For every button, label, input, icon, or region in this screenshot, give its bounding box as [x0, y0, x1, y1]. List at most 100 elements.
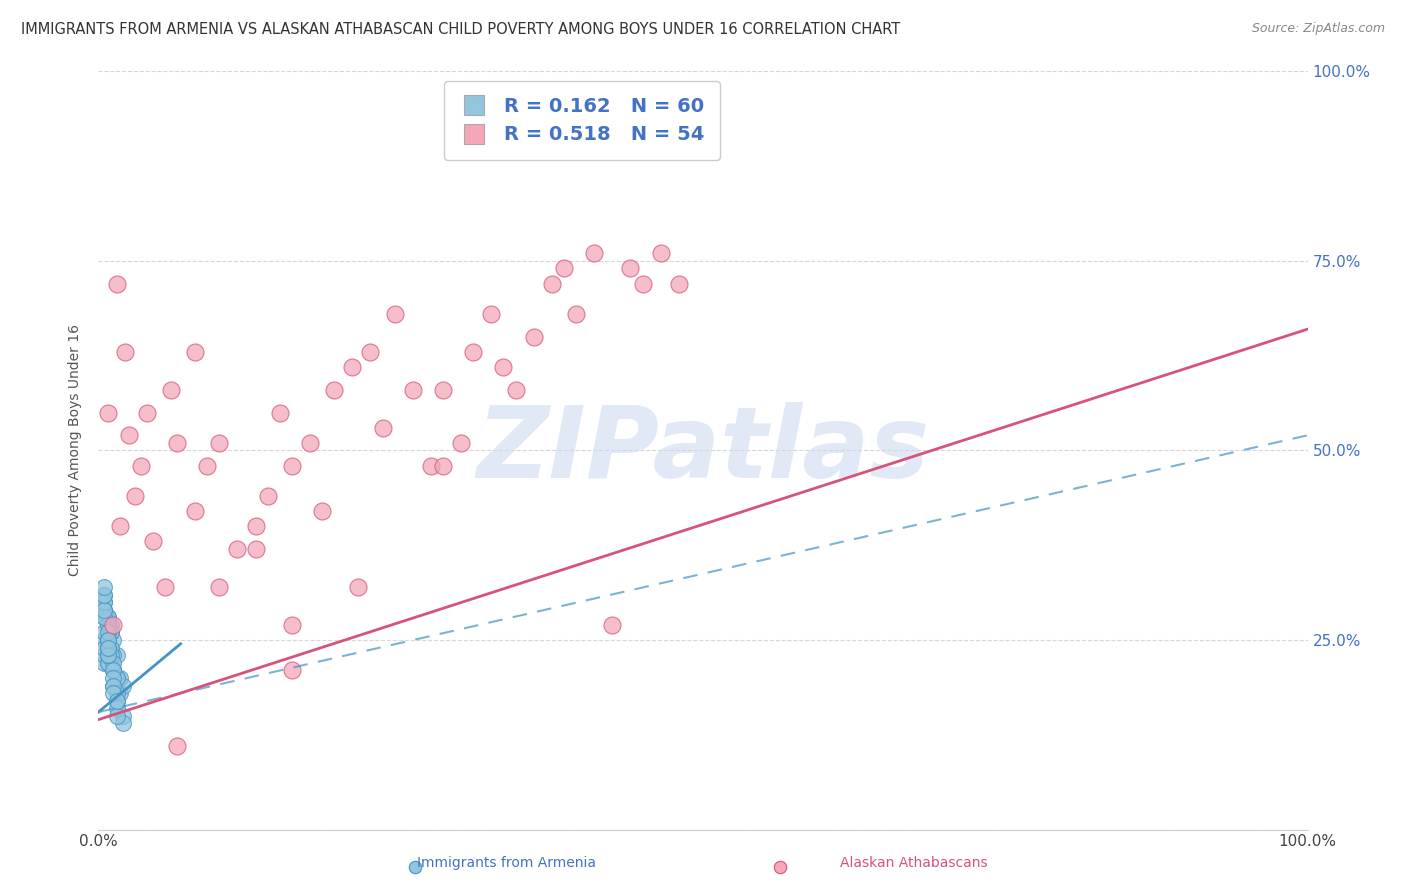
Text: Source: ZipAtlas.com: Source: ZipAtlas.com [1251, 22, 1385, 36]
Point [553, 261, 575, 276]
Point [97, 610, 120, 624]
Point [101, 664, 124, 678]
Point [105, 686, 128, 700]
Point [245, 542, 267, 557]
Point [432, 383, 454, 397]
Point [505, 383, 527, 397]
Point [432, 458, 454, 473]
Point [105, 694, 128, 708]
Point [281, 458, 304, 473]
Point [97, 640, 120, 655]
Point [93, 595, 115, 609]
Point [100, 640, 122, 655]
Point [142, 534, 165, 549]
Point [108, 671, 131, 685]
Point [208, 580, 231, 594]
Point [281, 617, 304, 632]
Point [311, 504, 333, 518]
Point [105, 648, 128, 662]
Point [523, 330, 546, 344]
Point [111, 708, 134, 723]
Point [97, 405, 120, 420]
Point [93, 640, 115, 655]
Point [93, 656, 115, 670]
Point [101, 686, 124, 700]
Point [602, 617, 624, 632]
Point [631, 277, 654, 291]
Point [347, 580, 370, 594]
Point [105, 277, 128, 291]
Point [129, 458, 152, 473]
Point [124, 489, 146, 503]
Point [226, 542, 249, 557]
Point [97, 633, 120, 648]
Point [101, 664, 124, 678]
Point [166, 739, 188, 753]
Point [619, 261, 641, 276]
Point [371, 421, 394, 435]
Point [402, 383, 425, 397]
Point [101, 656, 124, 670]
Point [166, 436, 188, 450]
Point [97, 625, 120, 640]
Point [565, 307, 588, 321]
Point [111, 678, 134, 692]
Legend: R = 0.162   N = 60, R = 0.518   N = 54: R = 0.162 N = 60, R = 0.518 N = 54 [444, 81, 720, 160]
Text: ZIPatlas: ZIPatlas [477, 402, 929, 499]
Point [342, 359, 364, 375]
Point [135, 405, 157, 420]
Point [299, 436, 322, 450]
Point [93, 580, 115, 594]
Point [420, 458, 443, 473]
Point [93, 588, 115, 602]
Point [97, 633, 120, 648]
Point [105, 671, 128, 685]
Point [100, 617, 122, 632]
Point [668, 277, 690, 291]
Point [93, 603, 115, 617]
Point [93, 603, 115, 617]
Point [93, 588, 115, 602]
Point [97, 648, 120, 662]
Point [97, 640, 120, 655]
Point [769, 860, 792, 874]
Point [111, 716, 134, 731]
Point [105, 708, 128, 723]
Point [97, 640, 120, 655]
Point [184, 344, 207, 359]
Point [281, 664, 304, 678]
Point [450, 436, 472, 450]
Point [97, 610, 120, 624]
Point [153, 580, 176, 594]
Point [256, 489, 278, 503]
Text: Immigrants from Armenia: Immigrants from Armenia [416, 855, 596, 870]
Point [118, 428, 141, 442]
Point [93, 610, 115, 624]
Point [269, 405, 291, 420]
Point [463, 344, 485, 359]
Point [114, 344, 136, 359]
Point [245, 519, 267, 533]
Point [195, 458, 218, 473]
Point [97, 648, 120, 662]
Text: Alaskan Athabascans: Alaskan Athabascans [841, 855, 987, 870]
Point [108, 519, 131, 533]
Point [108, 686, 131, 700]
Point [481, 307, 503, 321]
Point [360, 344, 382, 359]
Point [97, 617, 120, 632]
Point [101, 678, 124, 692]
Point [100, 648, 122, 662]
Text: IMMIGRANTS FROM ARMENIA VS ALASKAN ATHABASCAN CHILD POVERTY AMONG BOYS UNDER 16 : IMMIGRANTS FROM ARMENIA VS ALASKAN ATHAB… [21, 22, 900, 37]
Point [404, 860, 426, 874]
Point [160, 383, 183, 397]
Point [540, 277, 562, 291]
Point [208, 436, 231, 450]
Point [97, 656, 120, 670]
Point [101, 617, 124, 632]
Point [93, 603, 115, 617]
Point [583, 246, 606, 260]
Point [93, 595, 115, 609]
Point [93, 610, 115, 624]
Y-axis label: Child Poverty Among Boys Under 16: Child Poverty Among Boys Under 16 [69, 325, 83, 576]
